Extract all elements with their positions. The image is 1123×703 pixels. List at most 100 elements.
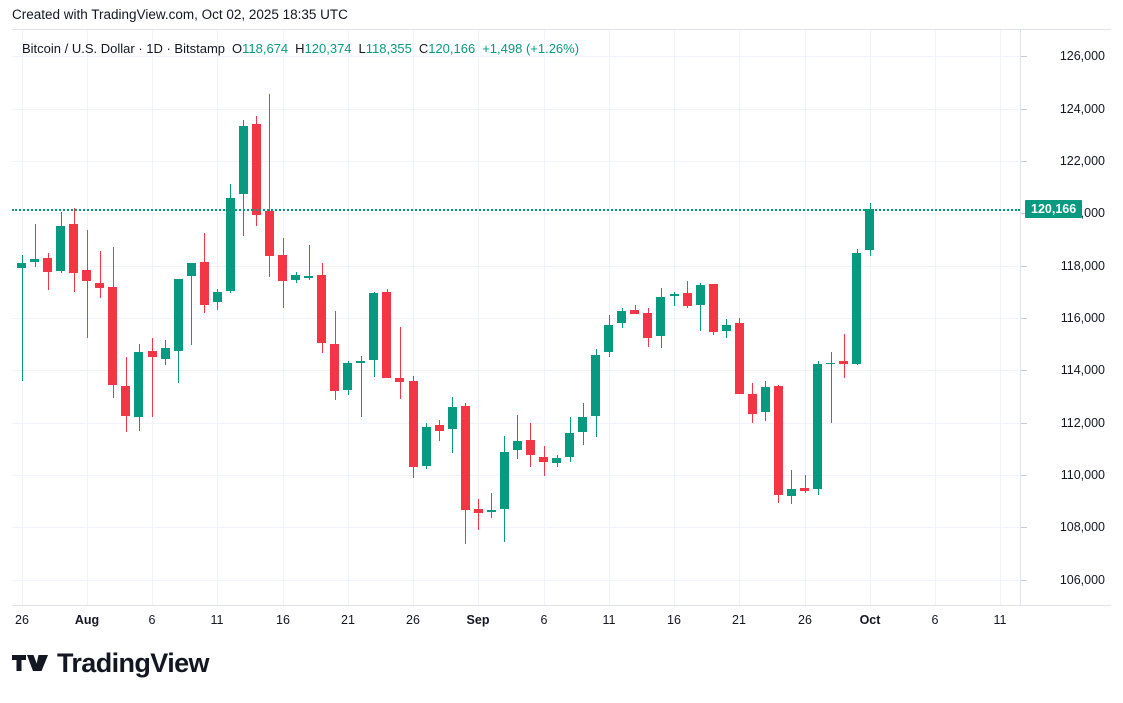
price-tick-label: 106,000	[1059, 573, 1105, 587]
grid-line-horizontal	[12, 423, 1020, 424]
grid-line-vertical	[935, 30, 936, 606]
candle-wick	[517, 414, 518, 460]
time-tick-label: 11	[210, 613, 224, 627]
time-tick-label: Sep	[466, 613, 490, 627]
candle-body	[382, 291, 391, 379]
candle-wick	[309, 244, 310, 281]
candle-body	[174, 278, 183, 351]
grid-line-vertical	[413, 30, 414, 606]
grid-line-vertical	[283, 30, 284, 606]
candle-body	[565, 433, 574, 457]
candle-wick	[361, 355, 362, 418]
candle-body	[161, 348, 170, 359]
candle-wick	[178, 333, 179, 384]
candle-body	[278, 255, 287, 282]
price-tick-label: 124,000	[1059, 102, 1105, 116]
price-tick-mark	[1021, 423, 1027, 424]
candle-body	[591, 354, 600, 417]
grid-line-horizontal	[12, 161, 1020, 162]
time-tick-label: 6	[148, 613, 156, 627]
candle-body	[748, 393, 757, 414]
candle-body	[552, 458, 561, 464]
candle-wick	[831, 352, 832, 423]
grid-line-horizontal	[12, 318, 1020, 319]
tradingview-wordmark: TradingView	[57, 648, 210, 678]
time-tick-label: 11	[993, 613, 1007, 627]
candle-body	[422, 426, 431, 466]
candle-wick	[152, 337, 153, 418]
price-tick-label: 116,000	[1060, 311, 1105, 325]
candle-body	[95, 282, 104, 288]
tradingview-footer: TradingView	[12, 648, 210, 678]
time-tick-label: 26	[798, 613, 812, 627]
candle-body	[69, 223, 78, 274]
candle-body	[252, 124, 261, 215]
candle-body	[369, 293, 378, 360]
chart-plot-area[interactable]	[12, 30, 1020, 606]
candle-wick	[491, 493, 492, 519]
candle-body	[317, 274, 326, 343]
candle-wick	[87, 230, 88, 338]
price-tick-mark	[1021, 475, 1027, 476]
price-tick-mark	[1021, 161, 1027, 162]
price-tick-mark	[1021, 266, 1027, 267]
legend-close-value: 120,166	[428, 41, 476, 56]
candle-body	[578, 417, 587, 432]
grid-line-vertical	[478, 30, 479, 606]
price-tick-mark	[1021, 109, 1027, 110]
candle-body	[474, 509, 483, 514]
candle-body	[683, 293, 692, 307]
grid-line-horizontal	[12, 527, 1020, 528]
candle-body	[435, 425, 444, 431]
candle-body	[500, 451, 509, 510]
candle-wick	[269, 94, 270, 278]
time-tick-label: Oct	[859, 613, 881, 627]
candle-body	[121, 386, 130, 417]
candle-wick	[700, 282, 701, 332]
grid-line-horizontal	[12, 213, 1020, 214]
legend-open-key: O	[232, 41, 243, 56]
tradingview-logo-icon	[12, 655, 48, 671]
price-tick-mark	[1021, 580, 1027, 581]
candle-body	[108, 286, 117, 385]
time-tick-label: 21	[732, 613, 746, 627]
time-tick-label: 11	[602, 613, 616, 627]
price-tick-label: 114,000	[1060, 363, 1105, 377]
price-tick-label: 110,000	[1060, 468, 1105, 482]
legend-high-value: 120,374	[304, 41, 352, 56]
time-tick-label: 16	[276, 613, 290, 627]
candle-wick	[635, 304, 636, 313]
chart-legend: Bitcoin / U.S. Dollar · 1D · Bitstamp O 11…	[22, 41, 579, 57]
candle-body	[409, 380, 418, 468]
candle-wick	[400, 327, 401, 400]
candle-body	[696, 285, 705, 305]
legend-low-value: 118,355	[365, 41, 412, 56]
candle-body	[239, 125, 248, 194]
legend-symbol: Bitcoin / U.S. Dollar · 1D · Bitstamp	[22, 41, 225, 56]
candle-body	[330, 344, 339, 392]
candle-body	[487, 510, 496, 512]
grid-line-horizontal	[12, 580, 1020, 581]
candle-body	[17, 263, 26, 269]
time-tick-label: 6	[540, 613, 548, 627]
candle-body	[356, 361, 365, 363]
candle-body	[852, 252, 861, 364]
candle-body	[291, 274, 300, 281]
price-tick-mark	[1021, 213, 1027, 214]
time-scale-axis[interactable]: 26 Aug 6 11 16 21 26 Sep 6 11 16 21 26 Oct 6 11	[12, 605, 1111, 635]
candle-body	[43, 257, 52, 273]
grid-line-vertical	[544, 30, 545, 606]
candle-body	[200, 261, 209, 305]
candle-body	[82, 269, 91, 282]
time-tick-label: 21	[341, 613, 355, 627]
candle-body	[709, 283, 718, 333]
candle-body	[187, 263, 196, 277]
price-tick-mark	[1021, 318, 1027, 319]
grid-line-vertical	[152, 30, 153, 606]
chart-frame: 126,000 124,000 122,000 120,000 118,000 116,0…	[12, 29, 1111, 606]
candle-wick	[100, 251, 101, 299]
candle-body	[617, 311, 626, 324]
candle-body	[735, 323, 744, 394]
price-scale-axis[interactable]: 126,000 124,000 122,000 120,000 118,000 116,0…	[1020, 30, 1111, 606]
created-with-credit: Created with TradingView.com, Oct 02, 20…	[12, 7, 348, 22]
